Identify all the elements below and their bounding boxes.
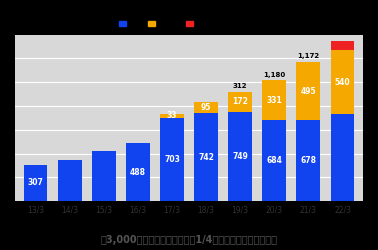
Bar	[160, 118, 184, 201]
Bar	[92, 151, 116, 201]
Text: 684: 684	[266, 156, 282, 165]
Text: 307: 307	[28, 178, 43, 188]
Text: 749: 749	[232, 152, 248, 161]
Bar	[296, 120, 320, 201]
Text: 1,180: 1,180	[263, 72, 285, 78]
Text: 540: 540	[335, 78, 350, 87]
Bar	[331, 114, 355, 201]
Bar	[331, 40, 355, 50]
Bar	[23, 165, 47, 201]
Text: 703: 703	[164, 155, 180, 164]
Bar	[194, 113, 218, 201]
Text: 495: 495	[301, 86, 316, 96]
Bar	[228, 92, 252, 112]
Text: 約3,000万人、日本の総人口の1/4がポイント運用ユーザー: 約3,000万人、日本の総人口の1/4がポイント運用ユーザー	[101, 235, 277, 245]
Bar	[228, 112, 252, 201]
Text: 331: 331	[266, 96, 282, 104]
Text: 678: 678	[301, 156, 316, 165]
Bar	[296, 62, 320, 120]
Text: 172: 172	[232, 97, 248, 106]
Text: 742: 742	[198, 152, 214, 162]
Legend: 利用者数, ポイント運用, うち1/4: 利用者数, ポイント運用, うち1/4	[116, 18, 218, 30]
Bar	[262, 80, 286, 120]
Bar	[262, 120, 286, 201]
Bar	[160, 114, 184, 117]
Bar	[126, 143, 150, 201]
Text: 488: 488	[130, 168, 146, 176]
Text: 33: 33	[167, 111, 177, 120]
Bar	[331, 50, 355, 114]
Text: 312: 312	[233, 83, 248, 89]
Bar	[194, 102, 218, 113]
Bar	[58, 160, 82, 201]
Text: 95: 95	[201, 103, 211, 112]
Text: 1,172: 1,172	[297, 53, 319, 59]
